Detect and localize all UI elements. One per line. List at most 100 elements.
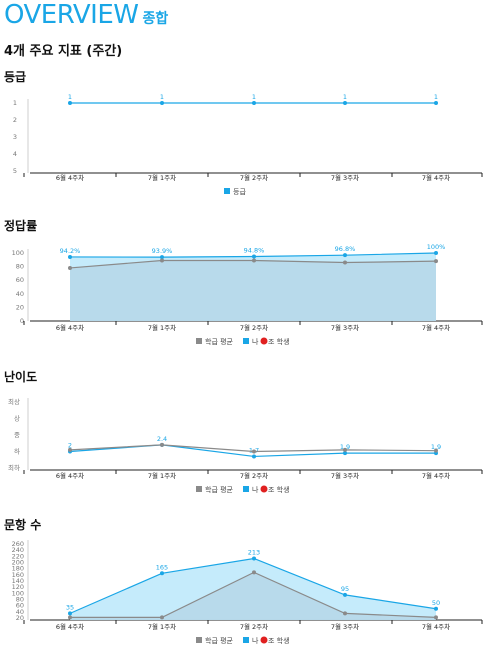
- point-class: [160, 258, 164, 263]
- point-student: [252, 556, 256, 561]
- x-tick-label: 7월 1주차: [148, 622, 176, 631]
- y-tick-label: 260: [12, 540, 24, 548]
- point-student: [343, 253, 347, 258]
- y-tick-label: 120: [12, 583, 24, 591]
- data-label: 165: [156, 563, 168, 571]
- area-class: [70, 260, 436, 321]
- legend-label-student-b: 조 학생: [268, 636, 290, 645]
- point-class: [68, 265, 72, 270]
- data-label: 50: [432, 599, 440, 607]
- difficulty-chart-title: 난이도: [4, 370, 38, 384]
- point-class: [160, 442, 164, 447]
- legend-label-student-b: 조 학생: [268, 485, 290, 494]
- legend-red-dot: [260, 636, 268, 644]
- data-label: 1: [434, 93, 438, 101]
- point-class: [434, 615, 438, 620]
- point-student: [68, 254, 72, 259]
- questions-chart-title: 문항 수: [4, 518, 42, 532]
- point-student: [343, 101, 347, 105]
- y-tick-label: 100: [12, 249, 24, 257]
- y-tick-label: 160: [12, 571, 24, 579]
- x-tick-label: 6월 4주차: [56, 622, 84, 631]
- page-title-sub: 종합: [142, 11, 169, 27]
- point-class: [343, 611, 347, 616]
- legend-label-student-a: 나: [252, 485, 259, 494]
- point-class: [343, 260, 347, 265]
- y-tick-label: 100: [12, 589, 24, 597]
- legend-label: 등급: [233, 188, 246, 196]
- data-label: 1: [252, 93, 256, 101]
- legend-label-class: 학급 평균: [205, 337, 234, 346]
- y-tick-label: 220: [12, 552, 24, 560]
- page-title: OVERVIEW: [4, 0, 139, 30]
- x-tick-label: 6월 4주차: [56, 323, 84, 332]
- data-label: 1.9: [431, 443, 441, 451]
- point-student: [68, 101, 72, 105]
- point-student: [160, 571, 164, 576]
- legend-swatch-student: [243, 486, 249, 492]
- y-tick-label: 140: [12, 577, 24, 585]
- x-tick-label: 7월 1주차: [148, 173, 176, 182]
- y-tick-label: 80: [16, 263, 24, 271]
- x-tick-label: 7월 4주차: [422, 471, 450, 480]
- data-label: 213: [248, 548, 260, 556]
- y-tick-label: 0: [20, 317, 24, 325]
- x-tick-label: 7월 2주차: [240, 323, 268, 332]
- data-label: 94.8%: [244, 247, 265, 255]
- data-label: 1: [68, 93, 72, 101]
- y-tick-label: 최하: [8, 463, 20, 472]
- data-label: 35: [66, 603, 74, 611]
- point-student: [434, 101, 438, 105]
- point-class: [68, 615, 72, 620]
- y-tick-label: 상: [14, 414, 20, 423]
- point-student: [252, 254, 256, 259]
- page-header: OVERVIEW 종합: [4, 0, 168, 30]
- data-label: 96.8%: [335, 245, 356, 253]
- point-class: [252, 449, 256, 454]
- x-tick-label: 7월 3주차: [331, 622, 359, 631]
- legend-swatch-student: [243, 338, 249, 344]
- data-label: 1: [343, 93, 347, 101]
- data-label: 100%: [427, 243, 446, 251]
- point-class: [434, 448, 438, 453]
- legend-swatch: [224, 188, 230, 194]
- y-tick-label: 5: [13, 167, 17, 175]
- y-tick-label: 40: [16, 608, 24, 616]
- y-tick-label: 200: [12, 559, 24, 567]
- data-label: 2: [68, 442, 72, 450]
- data-label: 1: [160, 93, 164, 101]
- data-label: 93.9%: [152, 247, 173, 255]
- point-student: [252, 101, 256, 105]
- x-tick-label: 7월 4주차: [422, 622, 450, 631]
- legend-red-dot: [260, 337, 268, 345]
- legend-label-class: 학급 평균: [205, 636, 234, 645]
- point-class: [252, 258, 256, 263]
- legend-red-dot: [260, 485, 268, 493]
- legend-swatch-class: [196, 338, 202, 344]
- x-tick-label: 7월 3주차: [331, 323, 359, 332]
- x-tick-label: 6월 4주차: [56, 471, 84, 480]
- accuracy-chart: 0 20 40 60 80 100 6월 4주차 7월 1주차 7월 2주차 7월 3주차 7월 4…: [12, 243, 483, 346]
- point-student: [68, 611, 72, 616]
- x-tick-label: 6월 4주차: [56, 173, 84, 182]
- y-tick-label: 20: [16, 303, 24, 311]
- y-tick-label: 20: [16, 614, 24, 622]
- y-tick-label: 240: [12, 546, 24, 554]
- x-tick-label: 7월 2주차: [240, 471, 268, 480]
- y-tick-label: 40: [16, 290, 24, 298]
- y-tick-label: 60: [16, 276, 24, 284]
- data-label: 2.4: [157, 435, 167, 443]
- x-tick-label: 7월 1주차: [148, 323, 176, 332]
- point-class: [252, 570, 256, 575]
- data-label: 95: [341, 585, 349, 593]
- legend-swatch-class: [196, 486, 202, 492]
- y-tick-label: 중: [14, 431, 20, 439]
- data-label: 1.9: [340, 443, 350, 451]
- point-student: [343, 451, 347, 456]
- y-tick-label: 80: [16, 596, 24, 604]
- grade-chart: 1 2 3 4 5 6월 4주차 7월 1주차 7월 2주차 7월 3주차 7월 4주차 1 1 1 1 1…: [13, 93, 483, 196]
- x-tick-label: 7월 1주차: [148, 471, 176, 480]
- grade-chart-title: 등급: [4, 70, 27, 84]
